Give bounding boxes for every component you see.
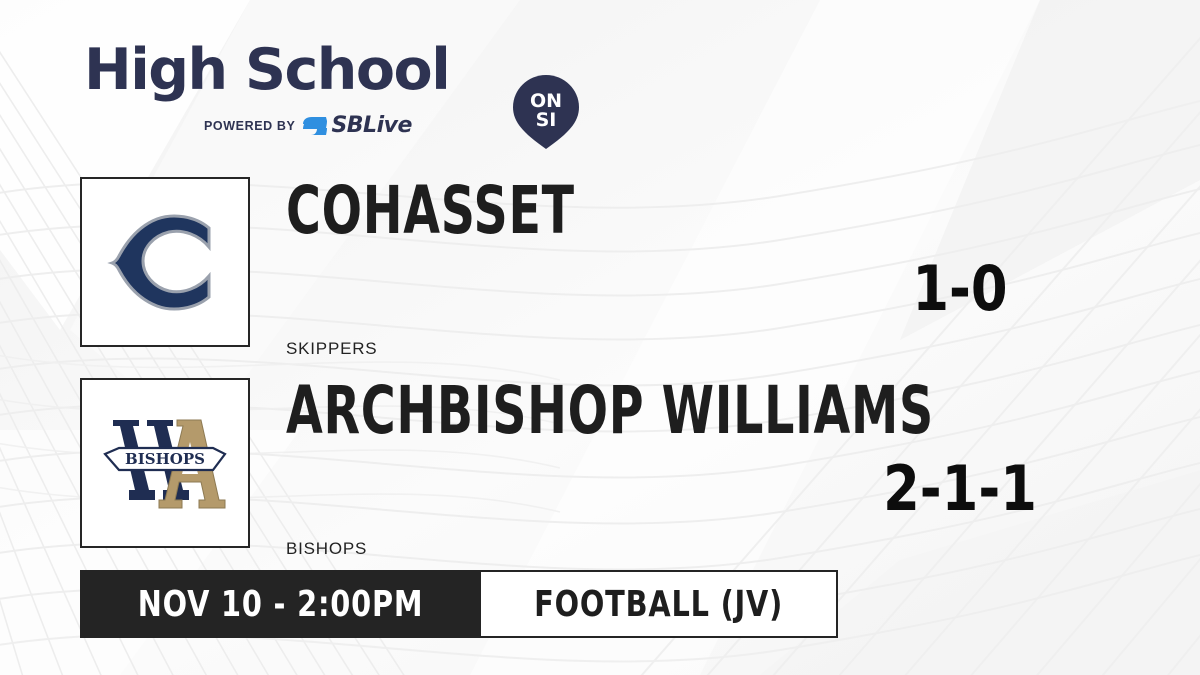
sblive-logo: SBLive (302, 113, 412, 138)
svg-text:ON: ON (530, 90, 562, 112)
team-name-archbishop-williams: ARCHBISHOP WILLIAMS (286, 372, 934, 449)
team-logo-inner: BISHOPS (82, 380, 248, 546)
team-record-cohasset: 1-0 (912, 252, 1008, 325)
team-logo-inner (82, 179, 248, 345)
event-datetime-block: NOV 10 - 2:00PM (80, 570, 482, 638)
on-si-pin-icon: ON SI (513, 75, 579, 149)
powered-by-block: POWERED BY SBLive (204, 115, 412, 137)
team-mascot-skippers: SKIPPERS (286, 339, 378, 358)
sblive-mark-icon (303, 117, 328, 135)
team-logo-box-cohasset (80, 177, 250, 347)
powered-by-label: POWERED BY (204, 119, 296, 133)
aw-banner-text: BISHOPS (125, 450, 205, 468)
event-sport-label: FOOTBALL (JV) (534, 583, 784, 625)
archbishop-williams-aw-logo-icon: BISHOPS (103, 419, 227, 509)
sblive-wordmark: SBLive (331, 113, 412, 138)
team-logo-box-archbishop-williams: BISHOPS (80, 378, 250, 548)
site-logo: High School ON SI POWERED BY SBLive (84, 36, 579, 149)
cohasset-c-logo-icon (107, 214, 211, 311)
site-logo-wordmark: High School (84, 37, 451, 103)
team-mascot-bishops: BISHOPS (286, 539, 368, 558)
team-name-cohasset: COHASSET (286, 172, 575, 249)
svg-text:SI: SI (536, 109, 557, 131)
event-datetime-label: NOV 10 - 2:00PM (137, 583, 424, 625)
team-record-archbishop-williams: 2-1-1 (883, 452, 1037, 525)
event-info-bar: NOV 10 - 2:00PM FOOTBALL (JV) (80, 570, 839, 638)
event-sport-block: FOOTBALL (JV) (481, 570, 839, 638)
